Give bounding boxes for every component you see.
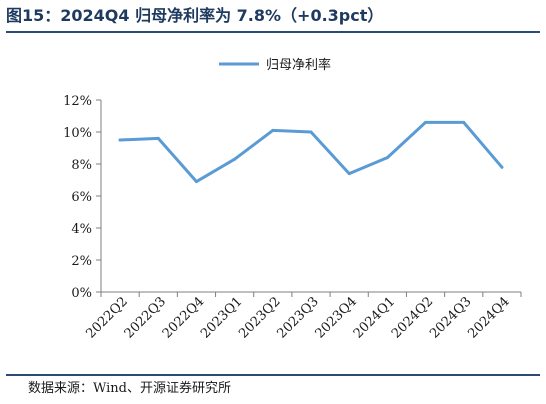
y-axis: 0% 2% 4% 6% 8% 10% 12% xyxy=(63,94,102,301)
y-tick-label: 4% xyxy=(71,222,92,237)
data-point xyxy=(424,120,428,124)
data-point xyxy=(118,138,122,142)
x-axis: 2022Q22022Q32022Q42023Q12023Q22023Q32023… xyxy=(84,291,522,342)
x-tick-label: 2023Q1 xyxy=(198,294,245,341)
x-tick-label: 2024Q3 xyxy=(427,294,474,341)
x-tick-label: 2023Q4 xyxy=(313,294,360,341)
y-tick-label: 8% xyxy=(71,158,92,173)
x-tick-label: 2024Q4 xyxy=(465,294,512,341)
series-layer xyxy=(118,120,504,184)
data-point xyxy=(385,156,389,160)
legend-label: 归母净利率 xyxy=(266,57,331,73)
y-tick-label: 6% xyxy=(71,190,92,205)
source-rule xyxy=(6,374,540,376)
data-point xyxy=(194,180,198,184)
y-tick-label: 12% xyxy=(63,94,92,109)
x-tick-label: 2023Q2 xyxy=(236,294,283,341)
data-point xyxy=(347,172,351,176)
data-point xyxy=(271,128,275,132)
source-note: 数据来源：Wind、开源证券研究所 xyxy=(28,381,231,396)
data-point xyxy=(156,136,160,140)
data-point xyxy=(309,130,313,134)
data-point xyxy=(233,157,237,161)
legend: 归母净利率 xyxy=(219,57,331,73)
y-tick-label: 0% xyxy=(71,286,92,301)
y-tick-label: 2% xyxy=(71,254,92,269)
data-point xyxy=(462,120,466,124)
x-tick-label: 2022Q3 xyxy=(122,294,169,341)
data-point xyxy=(500,165,504,169)
title-rule xyxy=(6,31,540,33)
figure-title: 图15：2024Q4 归母净利率为 7.8%（+0.3pct） xyxy=(6,6,384,25)
y-tick-label: 10% xyxy=(63,126,92,141)
